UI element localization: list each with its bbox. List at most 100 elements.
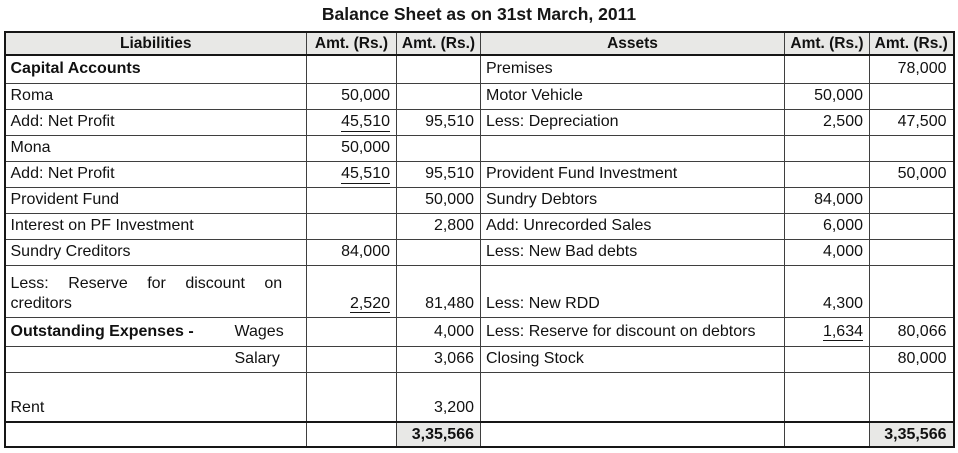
cell-liability-amt-inner [306, 345, 397, 373]
table-row: Mona 50,000 [4, 134, 954, 162]
cell-asset-amt-outer: 78,000 [869, 54, 954, 84]
table-row: Roma 50,000 Motor Vehicle 50,000 [4, 82, 954, 110]
cell-liability-amt-inner [306, 212, 397, 240]
cell-liability-label: Salary [4, 345, 307, 373]
cell-liability-amt-inner [306, 54, 397, 84]
cell-liability-amt-outer: 95,510 [396, 160, 481, 188]
cell-liability-label: Interest on PF Investment [4, 212, 307, 240]
cell-liability-amt-inner: 50,000 [306, 134, 397, 162]
cell-liability-amt-inner: 84,000 [306, 238, 397, 266]
cell-asset-amt-outer: 47,500 [869, 108, 954, 136]
table-row: Interest on PF Investment 2,800 Add: Unr… [4, 212, 954, 240]
underlined-amount: 1,634 [822, 322, 863, 342]
cell-liability-amt-outer: 4,000 [396, 316, 481, 347]
cell-asset-amt-inner: 2,500 [784, 108, 870, 136]
cell-asset-label: Less: Reserve for discount on debtors [480, 316, 785, 347]
cell-asset-amt-inner [784, 421, 870, 448]
page-title: Balance Sheet as on 31st March, 2011 [321, 4, 637, 24]
underlined-amount: 2,520 [349, 294, 390, 314]
cell-liability-amt-inner: 45,510 [306, 160, 397, 188]
table-row: Capital Accounts Premises 78,000 [4, 54, 954, 84]
balance-sheet-table: Liabilities Amt. (Rs.) Amt. (Rs.) Assets… [3, 31, 955, 448]
cell-asset-amt-outer [869, 134, 954, 162]
table-row: Provident Fund 50,000 Sundry Debtors 84,… [4, 186, 954, 214]
cell-asset-label: Less: New Bad debts [480, 238, 785, 266]
cell-asset-label: Less: New RDD [480, 264, 785, 318]
header-assets: Assets [480, 31, 785, 56]
cell-asset-amt-inner [784, 134, 870, 162]
header-liab-amt-inner: Amt. (Rs.) [306, 31, 397, 56]
header-asset-amt-outer: Amt. (Rs.) [869, 31, 954, 56]
cell-liability-label: Add: Net Profit [4, 108, 307, 136]
cell-asset-amt-outer: 80,066 [869, 316, 954, 347]
cell-liability-label: Roma [4, 82, 307, 110]
cell-liability-amt-inner [306, 371, 397, 423]
cell-liability-amt-outer: 95,510 [396, 108, 481, 136]
cell-liability-amt-inner [306, 316, 397, 347]
cell-asset-amt-inner: 84,000 [784, 186, 870, 214]
cell-liability-label: Capital Accounts [4, 54, 307, 84]
table-row: Outstanding Expenses - Wages 4,000 Less:… [4, 316, 954, 347]
cell-liability-label: Sundry Creditors [4, 238, 307, 266]
cell-liability-amt-outer [396, 82, 481, 110]
underlined-amount: 45,510 [341, 113, 390, 132]
cell-asset-amt-outer [869, 238, 954, 266]
cell-liability-amt-outer: 3,066 [396, 345, 481, 373]
table-row: Less: Reserve for discount on creditors … [4, 264, 954, 318]
cell-asset-amt-outer: 50,000 [869, 160, 954, 188]
cell-asset-amt-inner [784, 345, 870, 373]
cell-asset-amt-outer [869, 82, 954, 110]
cell-liability-amt-outer: 2,800 [396, 212, 481, 240]
cell-liability-amt-inner [306, 421, 397, 448]
cell-liability-label: Less: Reserve for discount on creditors [4, 264, 307, 318]
table-row: Add: Net Profit 45,510 95,510 Provident … [4, 160, 954, 188]
cell-liability-label: Rent [4, 371, 307, 423]
cell-liability-amt-inner: 50,000 [306, 82, 397, 110]
cell-liability-label: Add: Net Profit [4, 160, 307, 188]
liability-sub-item: Wages [234, 322, 284, 340]
table-row: Add: Net Profit 45,510 95,510 Less: Depr… [4, 108, 954, 136]
table-total-row: 3,35,566 3,35,566 [4, 421, 954, 448]
cell-asset-label: Sundry Debtors [480, 186, 785, 214]
assets-total: 3,35,566 [869, 421, 954, 448]
cell-asset-amt-outer [869, 186, 954, 214]
cell-asset-label: Less: Depreciation [480, 108, 785, 136]
cell-asset-amt-outer [869, 371, 954, 423]
cell-liability-label [4, 421, 307, 448]
table-row: Rent 3,200 [4, 371, 954, 423]
cell-liability-amt-outer [396, 134, 481, 162]
cell-asset-label: Premises [480, 54, 785, 84]
liability-sub-item: Salary [234, 350, 280, 367]
liability-label-line2: creditors [10, 294, 72, 312]
liability-group-label: Outstanding Expenses - [10, 322, 194, 340]
table-header-row: Liabilities Amt. (Rs.) Amt. (Rs.) Assets… [4, 31, 954, 56]
cell-liability-amt-outer: 81,480 [396, 264, 481, 318]
cell-asset-amt-inner: 4,300 [784, 264, 870, 318]
liability-label-line1: Less: Reserve for discount on [10, 274, 283, 292]
cell-liability-amt-inner: 45,510 [306, 108, 397, 136]
cell-liability-amt-inner: 2,520 [306, 264, 397, 318]
cell-asset-amt-outer: 80,000 [869, 345, 954, 373]
cell-asset-label [480, 371, 785, 423]
cell-liability-amt-outer [396, 238, 481, 266]
cell-liability-amt-outer [396, 54, 481, 84]
cell-asset-amt-outer [869, 264, 954, 318]
cell-asset-amt-inner [784, 160, 870, 188]
cell-asset-label: Provident Fund Investment [480, 160, 785, 188]
cell-asset-amt-inner: 6,000 [784, 212, 870, 240]
cell-asset-label [480, 134, 785, 162]
cell-asset-label: Add: Unrecorded Sales [480, 212, 785, 240]
cell-asset-label: Motor Vehicle [480, 82, 785, 110]
underlined-amount: 45,510 [341, 165, 390, 184]
header-asset-amt-inner: Amt. (Rs.) [784, 31, 870, 56]
cell-liability-amt-outer: 3,200 [396, 371, 481, 423]
cell-asset-amt-outer [869, 212, 954, 240]
liabilities-total: 3,35,566 [396, 421, 481, 448]
header-liab-amt-outer: Amt. (Rs.) [396, 31, 481, 56]
table-row: Salary 3,066 Closing Stock 80,000 [4, 345, 954, 373]
cell-asset-amt-inner: 1,634 [784, 316, 870, 347]
cell-asset-amt-inner [784, 371, 870, 423]
table-row: Sundry Creditors 84,000 Less: New Bad de… [4, 238, 954, 266]
cell-asset-amt-inner: 50,000 [784, 82, 870, 110]
cell-asset-label: Closing Stock [480, 345, 785, 373]
